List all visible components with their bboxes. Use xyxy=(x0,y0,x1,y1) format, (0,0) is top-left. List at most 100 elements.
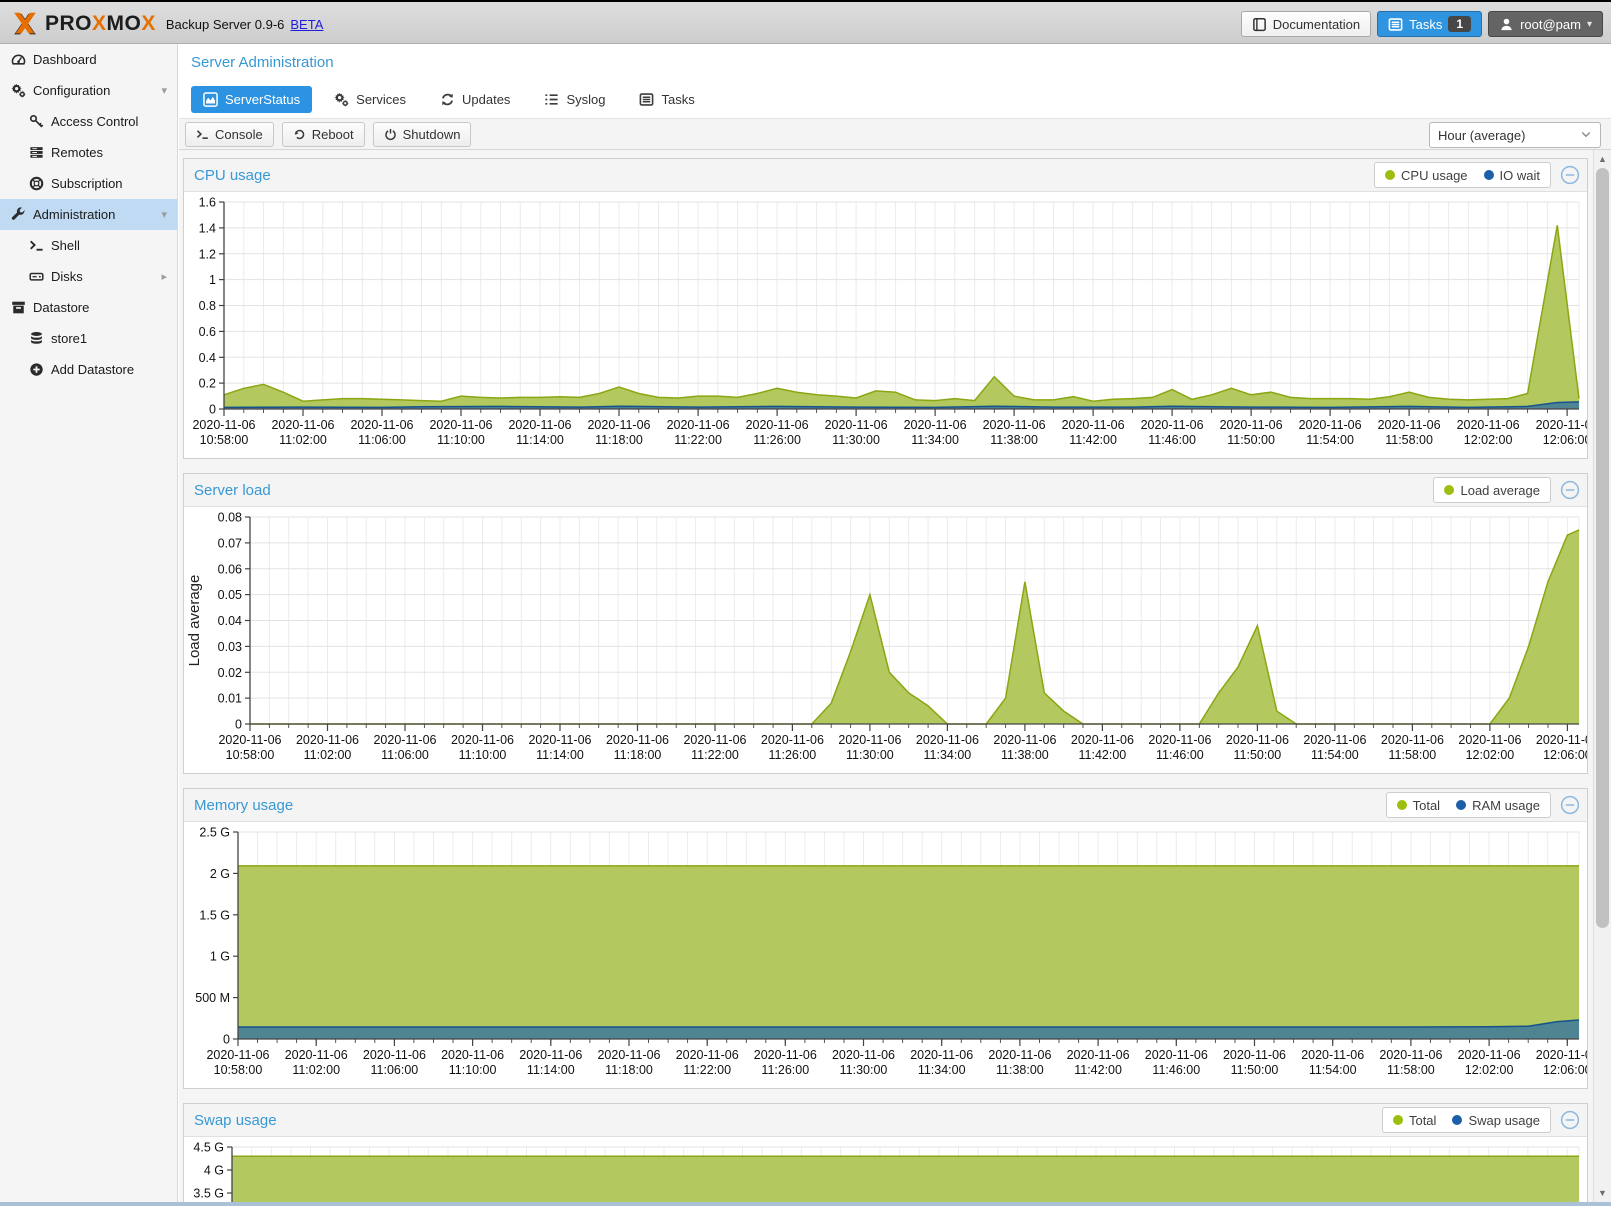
scroll-up-arrow[interactable]: ▲ xyxy=(1594,151,1611,167)
svg-text:2020-11-06: 2020-11-06 xyxy=(1381,733,1444,747)
svg-text:11:14:00: 11:14:00 xyxy=(527,1063,575,1077)
sidebar-item-configuration[interactable]: Configuration▾ xyxy=(0,75,177,106)
tab-tasks[interactable]: Tasks xyxy=(627,86,706,113)
tab-bar: ServerStatus Services Updates Syslog Tasks xyxy=(179,80,1611,118)
svg-text:2020-11-06: 2020-11-06 xyxy=(1148,733,1211,747)
user-icon xyxy=(1499,17,1514,32)
server-load-chart: 00.010.020.030.040.050.060.070.082020-11… xyxy=(184,507,1587,770)
memory-usage-legend: Total RAM usage xyxy=(1386,792,1551,818)
documentation-button[interactable]: Documentation xyxy=(1241,11,1371,37)
legend-item[interactable]: Swap usage xyxy=(1452,1113,1540,1128)
svg-text:0.08: 0.08 xyxy=(218,511,242,525)
svg-text:2020-11-06: 2020-11-06 xyxy=(218,733,281,747)
legend-label: Total xyxy=(1409,1113,1436,1128)
refresh-icon xyxy=(440,92,455,107)
collapse-panel-button[interactable] xyxy=(1560,795,1580,815)
sidebar-item-disks[interactable]: Disks▸ xyxy=(0,261,177,292)
tasks-count-badge: 1 xyxy=(1448,16,1471,32)
sidebar-item-subscription[interactable]: Subscription xyxy=(0,168,177,199)
legend-item[interactable]: Load average xyxy=(1444,483,1540,498)
power-icon xyxy=(384,128,397,141)
svg-text:0.6: 0.6 xyxy=(199,325,216,339)
legend-item[interactable]: CPU usage xyxy=(1385,168,1467,183)
svg-text:11:26:00: 11:26:00 xyxy=(761,1063,809,1077)
beta-link[interactable]: BETA xyxy=(290,17,323,32)
sidebar-item-store1[interactable]: store1 xyxy=(0,323,177,354)
sidebar-item-administration[interactable]: Administration▾ xyxy=(0,199,177,230)
sidebar-item-access-control[interactable]: Access Control xyxy=(0,106,177,137)
svg-text:11:38:00: 11:38:00 xyxy=(1001,748,1049,762)
svg-text:0: 0 xyxy=(209,403,216,417)
timeframe-select[interactable]: Hour (average) xyxy=(1429,122,1601,148)
chart-body: 00.010.020.030.040.050.060.070.082020-11… xyxy=(184,507,1587,773)
svg-text:1.6: 1.6 xyxy=(199,196,216,210)
svg-text:2020-11-06: 2020-11-06 xyxy=(983,418,1046,432)
svg-text:0.06: 0.06 xyxy=(218,562,242,576)
chart-body: 0500 M1 G1.5 G2 G2.5 G3 G3.5 G4 G4.5 G20… xyxy=(184,1137,1587,1206)
svg-text:2020-11-06: 2020-11-06 xyxy=(761,733,824,747)
memory-usage-chart: 0500 M1 G1.5 G2 G2.5 G2020-11-0610:58:00… xyxy=(184,822,1587,1085)
svg-text:2020-11-06: 2020-11-06 xyxy=(528,733,591,747)
tasks-button[interactable]: Tasks 1 xyxy=(1377,11,1482,37)
database-icon xyxy=(29,331,44,346)
svg-text:2020-11-06: 2020-11-06 xyxy=(1141,418,1204,432)
scrollbar-thumb[interactable] xyxy=(1596,168,1609,928)
svg-text:11:34:00: 11:34:00 xyxy=(911,433,959,447)
svg-text:11:46:00: 11:46:00 xyxy=(1152,1063,1200,1077)
sidebar-item-label: Shell xyxy=(51,238,80,253)
panel-title: Swap usage xyxy=(194,1112,277,1129)
svg-text:2020-11-06: 2020-11-06 xyxy=(1536,1048,1587,1062)
tab-serverstatus[interactable]: ServerStatus xyxy=(191,86,312,113)
svg-text:2020-11-06: 2020-11-06 xyxy=(285,1048,348,1062)
panel-title: Server load xyxy=(194,482,271,499)
area-chart-icon xyxy=(203,92,218,107)
shutdown-button[interactable]: Shutdown xyxy=(373,122,472,147)
tab-updates[interactable]: Updates xyxy=(428,86,522,113)
panels-scroll-area: CPU usageCPU usageIO wait00.20.40.60.811… xyxy=(179,150,1611,1206)
sidebar-item-shell[interactable]: Shell xyxy=(0,230,177,261)
sidebar-item-dashboard[interactable]: Dashboard xyxy=(0,44,177,75)
top-header-bar: PROXMOX Backup Server 0.9-6 BETA Documen… xyxy=(0,0,1611,44)
scroll-down-arrow[interactable]: ▼ xyxy=(1594,1185,1611,1201)
collapse-panel-button[interactable] xyxy=(1560,165,1580,185)
user-menu-button[interactable]: root@pam ▾ xyxy=(1488,11,1603,37)
cpu-usage-legend: CPU usage IO wait xyxy=(1374,162,1551,188)
svg-text:1 G: 1 G xyxy=(210,950,230,964)
sidebar-item-remotes[interactable]: Remotes xyxy=(0,137,177,168)
tab-syslog[interactable]: Syslog xyxy=(532,86,617,113)
legend-item[interactable]: RAM usage xyxy=(1456,798,1540,813)
book-icon xyxy=(1252,17,1267,32)
panel-header: Swap usage Total Swap usage xyxy=(184,1104,1587,1137)
svg-text:2 G: 2 G xyxy=(210,867,230,881)
svg-text:11:10:00: 11:10:00 xyxy=(437,433,485,447)
legend-label: Total xyxy=(1413,798,1440,813)
svg-text:2020-11-06: 2020-11-06 xyxy=(667,418,730,432)
svg-text:3.5 G: 3.5 G xyxy=(193,1187,224,1201)
svg-text:11:22:00: 11:22:00 xyxy=(674,433,722,447)
collapse-panel-button[interactable] xyxy=(1560,1110,1580,1130)
sidebar-item-datastore[interactable]: Datastore xyxy=(0,292,177,323)
sidebar-item-label: Administration xyxy=(33,207,115,222)
svg-text:11:42:00: 11:42:00 xyxy=(1079,748,1127,762)
svg-text:2020-11-06: 2020-11-06 xyxy=(587,418,650,432)
svg-text:2020-11-06: 2020-11-06 xyxy=(1299,418,1362,432)
legend-item[interactable]: Total xyxy=(1393,1113,1436,1128)
svg-text:11:02:00: 11:02:00 xyxy=(279,433,327,447)
sidebar-item-add-datastore[interactable]: Add Datastore xyxy=(0,354,177,385)
collapse-panel-button[interactable] xyxy=(1560,480,1580,500)
svg-text:1.4: 1.4 xyxy=(199,221,216,235)
reboot-button[interactable]: Reboot xyxy=(282,122,365,147)
svg-text:2020-11-06: 2020-11-06 xyxy=(597,1048,660,1062)
svg-text:2020-11-06: 2020-11-06 xyxy=(606,733,669,747)
svg-text:4.5 G: 4.5 G xyxy=(193,1141,224,1155)
sidebar-item-label: Subscription xyxy=(51,176,123,191)
legend-item[interactable]: IO wait xyxy=(1484,168,1540,183)
vertical-scrollbar[interactable]: ▲ ▼ xyxy=(1593,150,1611,1202)
legend-item[interactable]: Total xyxy=(1397,798,1440,813)
sidebar-item-label: Configuration xyxy=(33,83,110,98)
console-button[interactable]: Console xyxy=(185,122,274,147)
gears-icon xyxy=(334,92,349,107)
svg-text:2020-11-06: 2020-11-06 xyxy=(1223,1048,1286,1062)
tab-services[interactable]: Services xyxy=(322,86,418,113)
svg-text:2020-11-06: 2020-11-06 xyxy=(271,418,334,432)
